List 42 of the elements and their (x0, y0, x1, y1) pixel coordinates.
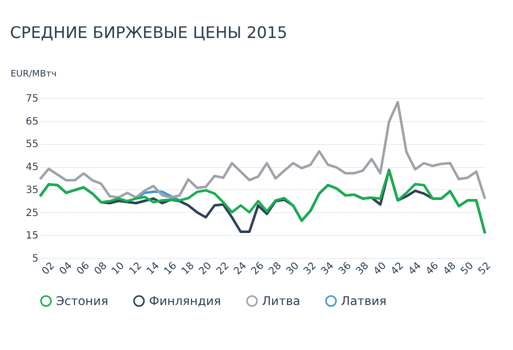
line-series (38, 168, 486, 235)
x-tick-label: 10 (110, 260, 127, 278)
legend-label: Эстония (56, 294, 108, 308)
x-tick-label: 14 (144, 260, 162, 278)
x-tick-label: 06 (75, 260, 92, 278)
x-tick-label: 48 (442, 260, 458, 278)
y-tick-label: 25 (26, 208, 38, 219)
y-tick-label: 35 (26, 184, 38, 196)
x-tick-label: 26 (250, 260, 266, 278)
legend-label: Литва (262, 294, 300, 308)
y-axis-title: EUR/МВтч (10, 70, 57, 80)
line-series (38, 100, 486, 200)
x-tick-label: 36 (336, 260, 354, 278)
x-tick-label: 32 (302, 260, 319, 278)
x-tick-label: 46 (424, 260, 441, 278)
x-tick-label: 20 (197, 260, 214, 278)
x-tick-label: 22 (214, 260, 232, 278)
legend-label: Латвия (341, 294, 386, 308)
x-tick-label: 40 (372, 260, 389, 278)
x-tick-label: 44 (406, 260, 424, 278)
legend-label: Финляндия (149, 294, 222, 308)
x-tick-label: 04 (58, 260, 74, 278)
y-tick-label: 55 (26, 139, 38, 150)
x-tick-label: 08 (92, 260, 110, 278)
x-tick-label: 50 (459, 260, 476, 278)
x-tick-label: 16 (162, 260, 180, 278)
y-tick-label: 5 (32, 254, 38, 264)
x-tick-label: 24 (232, 260, 249, 278)
y-tick-label: 45 (26, 162, 38, 174)
y-tick-label: 75 (26, 94, 38, 104)
x-tick-label: 18 (180, 260, 197, 278)
x-tick-label: 52 (476, 260, 494, 278)
x-tick-label: 38 (354, 260, 372, 278)
x-tick-label: 02 (40, 260, 58, 278)
chart-title: СРЕДНИЕ БИРЖЕВЫЕ ЦЕНЫ 2015 (10, 23, 288, 42)
x-tick-label: 28 (267, 260, 284, 278)
x-tick-label: 30 (284, 260, 302, 278)
x-tick-label: 42 (389, 260, 406, 278)
x-tick-label: 34 (319, 260, 336, 278)
y-tick-label: 15 (26, 230, 38, 242)
y-tick-label: 65 (26, 116, 38, 128)
x-tick-label: 12 (127, 260, 144, 278)
